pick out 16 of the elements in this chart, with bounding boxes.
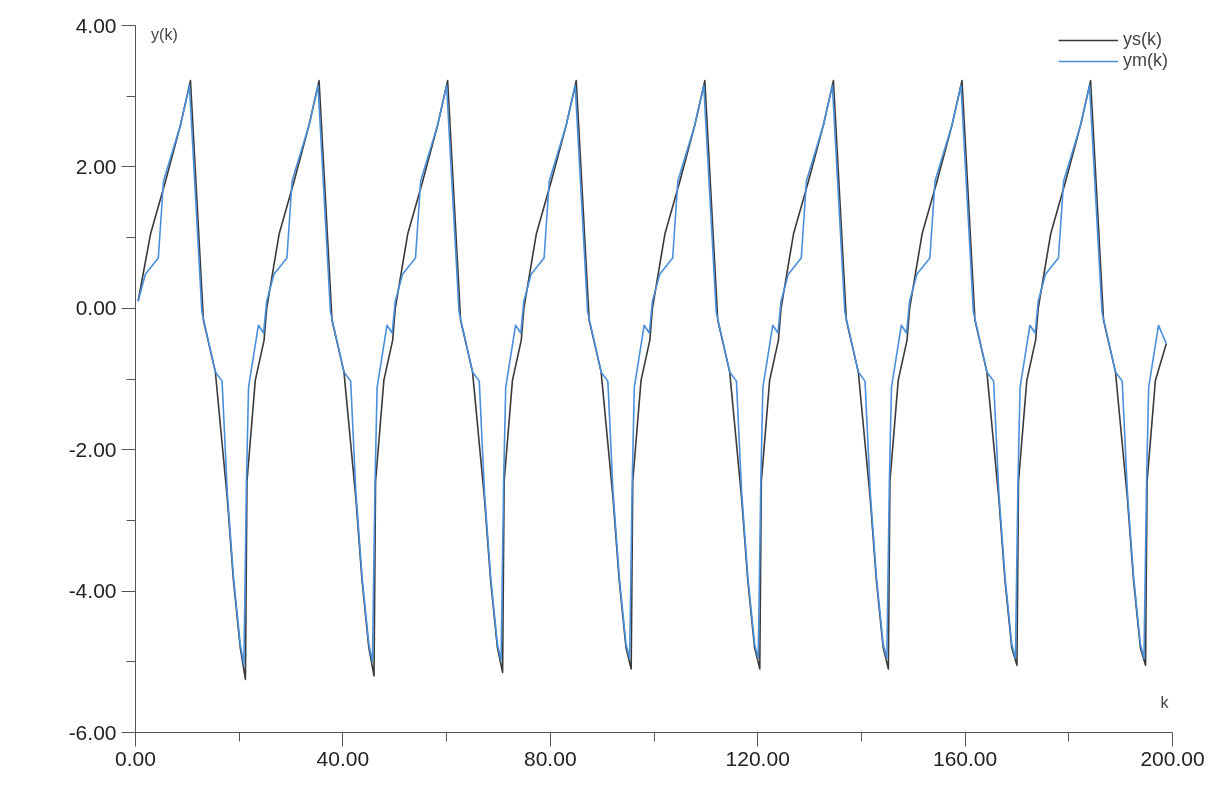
y-tick-label: 4.00 bbox=[75, 13, 117, 37]
y-tick-label: 2.00 bbox=[75, 154, 117, 178]
x-tick-label: 0.00 bbox=[115, 746, 156, 770]
legend-label: ys(k) bbox=[1123, 29, 1163, 50]
legend-label: ym(k) bbox=[1123, 50, 1168, 71]
x-axis-title: k bbox=[1160, 693, 1170, 711]
x-tick-label: 40.00 bbox=[316, 746, 370, 770]
x-tick-label: 200.00 bbox=[1140, 746, 1205, 770]
y-tick-label: -4.00 bbox=[68, 579, 117, 603]
y-tick-label: -2.00 bbox=[68, 437, 117, 461]
y-tick-label: -6.00 bbox=[68, 720, 117, 744]
x-tick-label: 80.00 bbox=[524, 746, 577, 770]
x-tick-label: 120.00 bbox=[725, 746, 790, 770]
y-axis-title: y(k) bbox=[151, 25, 178, 43]
y-tick-label: 0.00 bbox=[75, 296, 117, 320]
x-tick-label: 160.00 bbox=[932, 746, 998, 770]
